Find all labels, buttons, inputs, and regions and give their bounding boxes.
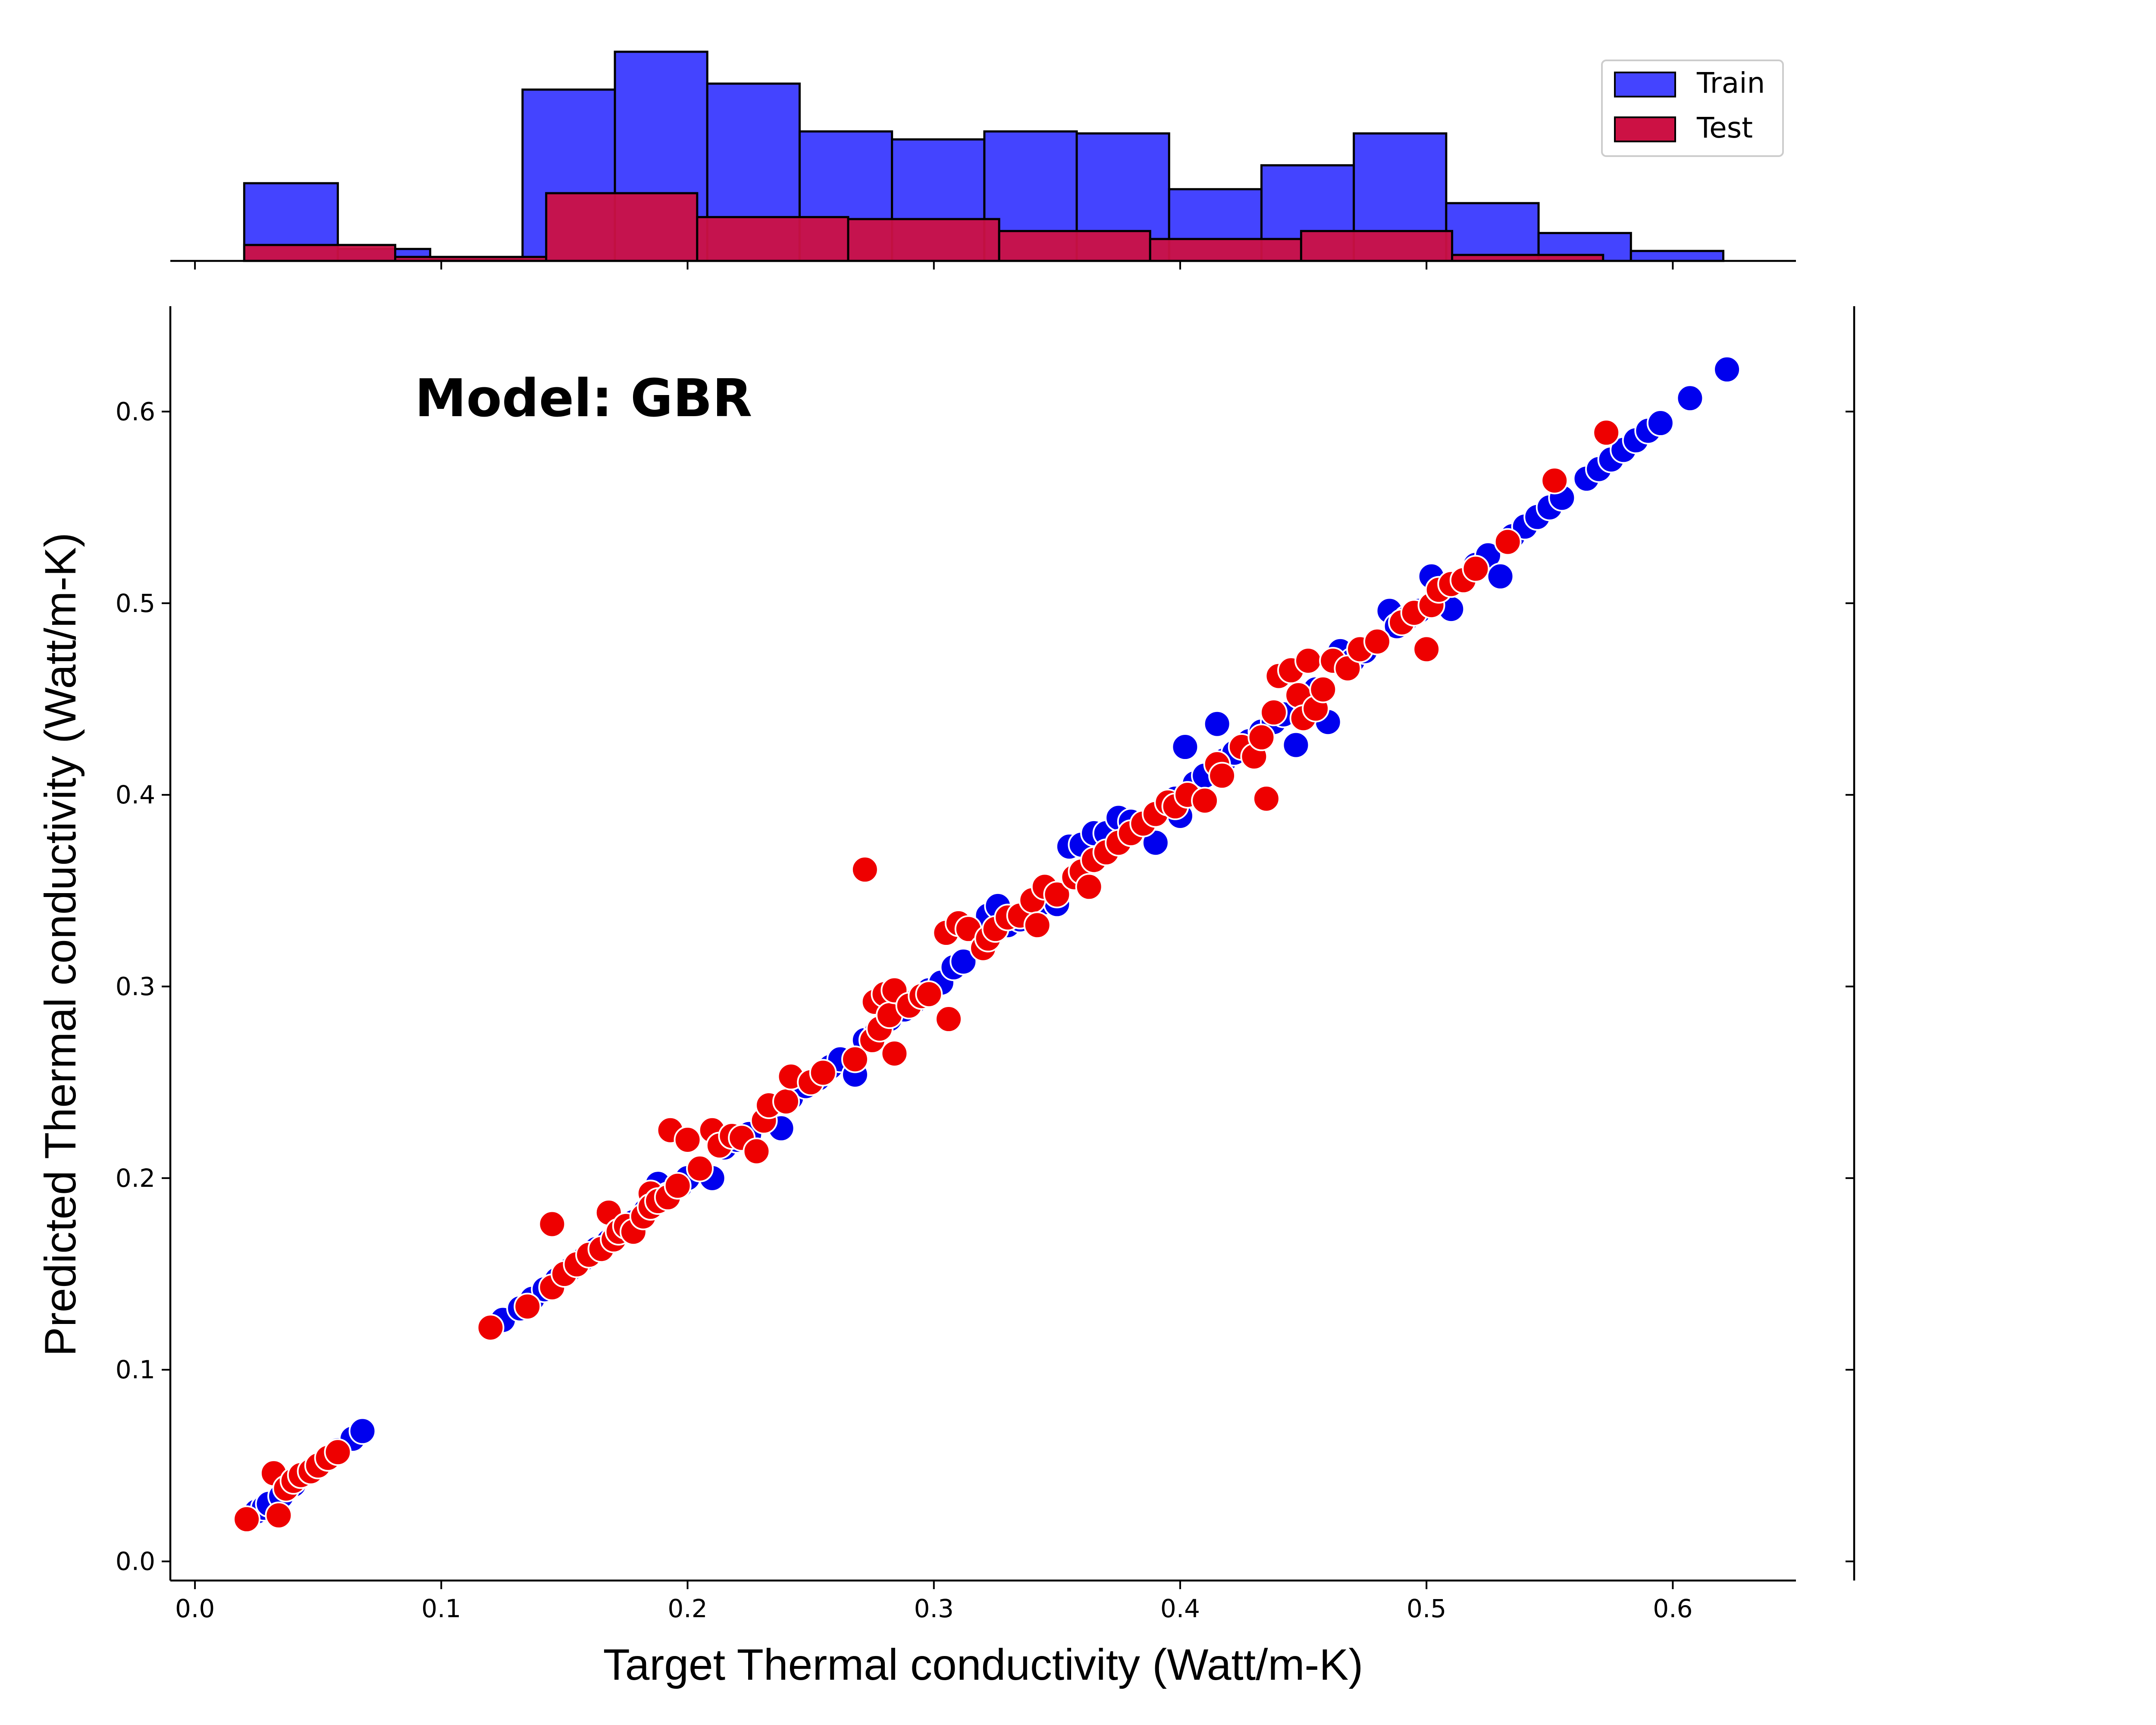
scatter-point-test	[674, 1126, 702, 1154]
scatter-point-test	[1260, 699, 1288, 727]
legend-swatch-train	[1614, 72, 1676, 97]
scatter-point-test	[1413, 635, 1441, 663]
scatter-point-train	[950, 947, 978, 975]
scatter-point-train	[1203, 710, 1231, 738]
scatter-point-train	[1676, 384, 1704, 412]
scatter-point-test	[1252, 785, 1280, 813]
scatter-point-test	[1294, 647, 1322, 675]
scatter-point-test	[1043, 881, 1071, 909]
model-annotation: Model: GBR	[415, 369, 752, 429]
scatter-point-test	[1191, 787, 1219, 815]
scatter-point-train	[1171, 733, 1199, 761]
x-tick-label: 0.4	[1160, 1594, 1200, 1623]
scatter-point-test	[881, 1040, 909, 1068]
scatter-point-test	[686, 1154, 714, 1182]
x-axis-ticks: 0.0 0.1 0.2 0.3 0.4 0.5 0.6	[175, 1581, 1693, 1623]
histogram-bar-train	[1630, 250, 1724, 262]
scatter-point-train	[1486, 562, 1514, 590]
histogram-bar-test	[696, 216, 849, 262]
scatter-point-test	[935, 1005, 963, 1033]
scatter-point-test	[664, 1172, 692, 1200]
scatter-point-test	[809, 1059, 837, 1087]
y-tick-label: 0.4	[116, 780, 155, 809]
scatter-point-train	[1141, 829, 1169, 857]
right-marginal-ticks	[1846, 411, 1854, 1562]
scatter-point-test	[1363, 627, 1391, 656]
scatter-point-test	[743, 1137, 771, 1165]
scatter-point-test	[1023, 911, 1051, 939]
histogram-bar-train	[1445, 202, 1540, 262]
y-tick-label: 0.5	[116, 589, 155, 618]
y-tick-label: 0.2	[116, 1164, 155, 1193]
scatter-point-test	[1247, 723, 1275, 751]
scatter-point-test	[476, 1314, 505, 1342]
x-tick-label: 0.6	[1653, 1594, 1692, 1623]
top-histogram	[170, 50, 1796, 270]
scatter-point-test	[1462, 555, 1490, 583]
y-axis-title: Predicted Thermal conductivity (Watt/m-K…	[36, 533, 85, 1356]
scatter-point-train	[1282, 731, 1310, 759]
scatter-point-test	[772, 1088, 800, 1116]
scatter-point-test	[851, 856, 879, 884]
scatter-point-test	[1208, 762, 1236, 790]
scatter-point-test	[1334, 654, 1362, 682]
y-tick-label: 0.3	[116, 972, 155, 1001]
scatter-point-test	[841, 1045, 869, 1073]
x-tick-label: 0.3	[914, 1594, 954, 1623]
legend: Train Test	[1601, 60, 1784, 157]
y-axis-ticks: 0.0 0.1 0.2 0.3 0.4 0.5 0.6	[116, 397, 170, 1576]
histogram-bar-test	[1149, 238, 1302, 262]
y-tick-label: 0.6	[116, 397, 155, 426]
histogram-bar-test	[998, 230, 1151, 262]
legend-label-train: Train	[1696, 66, 1765, 100]
scatter-point-test	[915, 980, 943, 1008]
x-tick-label: 0.0	[175, 1594, 215, 1623]
legend-label-test: Test	[1696, 111, 1753, 144]
scatter-point-test	[1541, 467, 1569, 495]
scatter-point-train	[1713, 355, 1741, 383]
y-tick-label: 0.0	[116, 1547, 155, 1576]
y-tick-label: 0.1	[116, 1355, 155, 1384]
scatter-point-test	[1494, 528, 1522, 556]
histogram-bar-test	[847, 218, 1000, 262]
scatter-point-test	[233, 1505, 261, 1533]
x-tick-label: 0.2	[667, 1594, 707, 1623]
histogram-bar-test	[243, 244, 397, 262]
histogram-bar-test	[1300, 230, 1454, 262]
scatter-point-test	[1309, 675, 1337, 703]
scatter-point-train	[1646, 409, 1674, 437]
scatter-point-test	[324, 1438, 352, 1466]
histogram-bar-test	[545, 192, 699, 262]
scatter-panel: 0.0 0.1 0.2 0.3 0.4 0.5 0.6 0.0 0.1 0.2 0.3 0.4 0.5…	[36, 306, 1855, 1689]
x-tick-label: 0.5	[1407, 1594, 1446, 1623]
scatter-points	[233, 355, 1741, 1533]
scatter-point-test	[514, 1292, 542, 1320]
scatter-point-test	[538, 1210, 566, 1238]
x-axis-title: Target Thermal conductivity (Watt/m-K)	[603, 1640, 1363, 1689]
scatter-point-test	[1592, 419, 1620, 447]
histogram-x-ticks	[194, 261, 1674, 270]
scatter-point-test	[265, 1501, 293, 1529]
scatter-point-test	[1075, 873, 1103, 901]
legend-swatch-test	[1614, 116, 1676, 142]
scatter-point-train	[348, 1417, 376, 1445]
histogram-bars	[243, 50, 1724, 262]
x-tick-label: 0.1	[421, 1594, 461, 1623]
